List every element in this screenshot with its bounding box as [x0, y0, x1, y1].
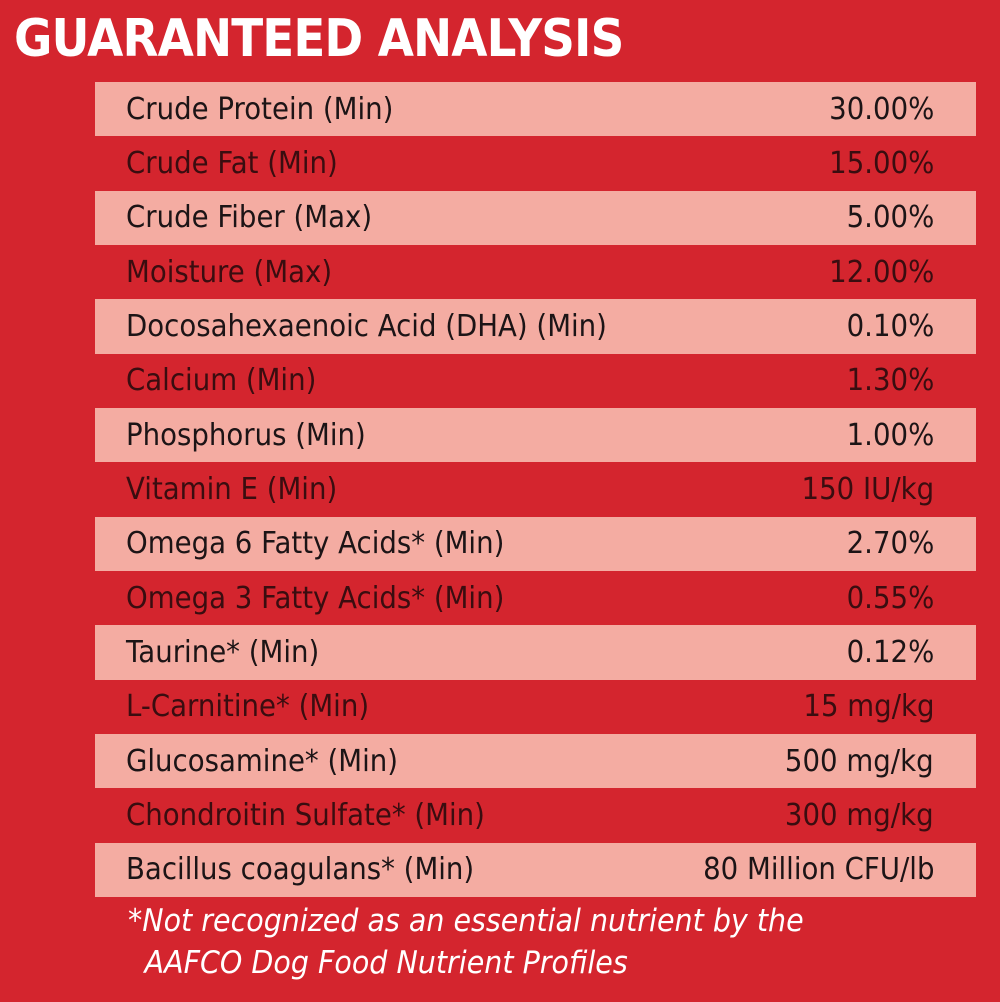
nutrient-value: 2.70%	[846, 526, 934, 562]
nutrient-label: Moisture (Max)	[126, 254, 333, 290]
nutrient-label: Glucosamine* (Min)	[126, 743, 399, 779]
nutrient-value: 500 mg/kg	[785, 743, 934, 779]
nutrient-label: Vitamin E (Min)	[126, 471, 338, 507]
nutrient-label: Calcium (Min)	[126, 363, 317, 399]
table-row: Glucosamine* (Min) 500 mg/kg	[95, 733, 976, 789]
footnote-line-2: AAFCO Dog Food Nutrient Profiles	[144, 945, 628, 981]
nutrient-value: 12.00%	[828, 254, 934, 290]
nutrient-label: Crude Protein (Min)	[126, 91, 394, 127]
nutrient-value: 15.00%	[828, 145, 934, 181]
table-row: Chondroitin Sulfate* (Min) 300 mg/kg	[95, 788, 976, 842]
nutrient-label: Omega 3 Fatty Acids* (Min)	[126, 580, 505, 616]
nutrient-value: 1.00%	[846, 417, 934, 453]
table-row: Crude Fiber (Max) 5.00%	[95, 190, 976, 245]
nutrient-value: 300 mg/kg	[785, 797, 934, 833]
nutrient-label: L-Carnitine* (Min)	[126, 689, 370, 725]
nutrient-value: 15 mg/kg	[802, 689, 934, 725]
nutrient-label: Omega 6 Fatty Acids* (Min)	[126, 526, 505, 562]
nutrient-label: Crude Fat (Min)	[126, 145, 338, 181]
nutrient-value: 30.00%	[828, 91, 934, 127]
page-title: GUARANTEED ANALYSIS	[14, 9, 624, 69]
footnote-line-1: *Not recognized as an essential nutrient…	[128, 903, 804, 939]
table-row: Taurine* (Min) 0.12%	[95, 625, 976, 680]
table-row: Omega 6 Fatty Acids* (Min) 2.70%	[95, 516, 976, 571]
nutrient-value: 0.10%	[846, 308, 934, 344]
nutrient-label: Taurine* (Min)	[126, 634, 320, 670]
nutrient-label: Bacillus coagulans* (Min)	[126, 852, 475, 888]
table-row: Crude Fat (Min) 15.00%	[95, 136, 976, 190]
nutrient-label: Docosahexaenoic Acid (DHA) (Min)	[126, 308, 607, 344]
table-row: Vitamin E (Min) 150 IU/kg	[95, 462, 976, 516]
nutrient-label: Chondroitin Sulfate* (Min)	[126, 797, 485, 833]
nutrient-value: 1.30%	[846, 363, 934, 399]
table-row: L-Carnitine* (Min) 15 mg/kg	[95, 680, 976, 734]
table-row: Moisture (Max) 12.00%	[95, 245, 976, 299]
table-row: Bacillus coagulans* (Min) 80 Million CFU…	[95, 842, 976, 897]
table-row: Calcium (Min) 1.30%	[95, 354, 976, 408]
nutrient-value: 0.12%	[846, 634, 934, 670]
table-row: Docosahexaenoic Acid (DHA) (Min) 0.10%	[95, 299, 976, 354]
nutrient-value: 150 IU/kg	[801, 471, 934, 507]
nutrient-value: 0.55%	[846, 580, 934, 616]
footnote: *Not recognized as an essential nutrient…	[128, 900, 901, 984]
nutrient-value: 5.00%	[846, 200, 934, 236]
nutrient-label: Phosphorus (Min)	[126, 417, 366, 453]
table-row: Crude Protein (Min) 30.00%	[95, 82, 976, 137]
nutrient-label: Crude Fiber (Max)	[126, 200, 373, 236]
guaranteed-analysis-table: Crude Protein (Min) 30.00% Crude Fat (Mi…	[95, 82, 976, 897]
table-row: Omega 3 Fatty Acids* (Min) 0.55%	[95, 571, 976, 625]
nutrient-value: 80 Million CFU/lb	[702, 852, 934, 888]
table-row: Phosphorus (Min) 1.00%	[95, 407, 976, 463]
